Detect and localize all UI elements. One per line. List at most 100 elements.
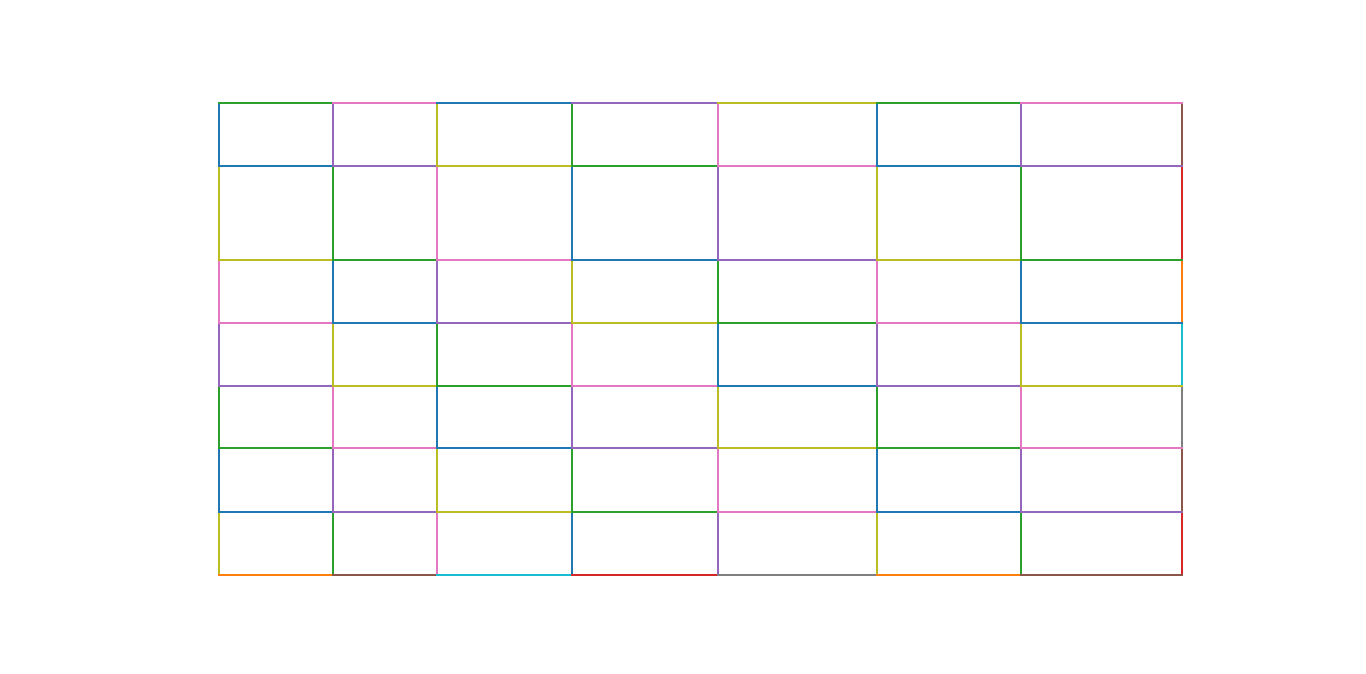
cell-edge-left bbox=[436, 259, 438, 324]
cell-edge-bottom bbox=[218, 574, 334, 576]
cell-edge-left bbox=[1020, 385, 1022, 449]
cell-edge-left bbox=[1020, 447, 1022, 513]
cell-edge-top bbox=[218, 385, 334, 387]
cell-edge-left bbox=[218, 447, 220, 513]
cell-edge-left bbox=[218, 385, 220, 449]
cell-edge-right bbox=[1181, 511, 1183, 576]
cell-edge-top bbox=[717, 259, 878, 261]
cell-edge-left bbox=[436, 447, 438, 513]
cell-edge-bottom bbox=[571, 574, 719, 576]
cell-edge-right bbox=[1181, 165, 1183, 261]
cell-edge-top bbox=[571, 259, 719, 261]
cell-edge-top bbox=[571, 165, 719, 167]
cell-edge-top bbox=[1020, 102, 1183, 104]
cell-edge-bottom bbox=[332, 574, 438, 576]
cell-edge-left bbox=[436, 385, 438, 449]
cell-edge-top bbox=[332, 259, 438, 261]
cell-edge-left bbox=[876, 447, 878, 513]
cell-edge-left bbox=[436, 511, 438, 576]
cell-edge-right bbox=[1181, 102, 1183, 167]
cell-edge-top bbox=[218, 259, 334, 261]
cell-edge-left bbox=[332, 259, 334, 324]
cell-edge-top bbox=[717, 511, 878, 513]
cell-edge-left bbox=[571, 322, 573, 387]
cell-edge-left bbox=[717, 102, 719, 167]
cell-edge-top bbox=[876, 447, 1022, 449]
cell-edge-top bbox=[436, 165, 573, 167]
cell-edge-left bbox=[1020, 511, 1022, 576]
cell-edge-top bbox=[876, 322, 1022, 324]
cell-edge-bottom bbox=[1020, 574, 1183, 576]
cell-edge-top bbox=[218, 165, 334, 167]
cell-edge-top bbox=[1020, 447, 1183, 449]
cell-edge-left bbox=[571, 259, 573, 324]
cell-edge-top bbox=[717, 385, 878, 387]
cell-edge-top bbox=[218, 511, 334, 513]
cell-edge-left bbox=[876, 102, 878, 167]
cell-edge-top bbox=[876, 511, 1022, 513]
cell-edge-top bbox=[876, 165, 1022, 167]
cell-edge-top bbox=[717, 165, 878, 167]
cell-edge-top bbox=[876, 102, 1022, 104]
cell-edge-left bbox=[332, 447, 334, 513]
cell-edge-left bbox=[1020, 102, 1022, 167]
cell-edge-right bbox=[1181, 259, 1183, 324]
cell-edge-top bbox=[332, 165, 438, 167]
cell-edge-top bbox=[332, 322, 438, 324]
cell-edge-top bbox=[717, 447, 878, 449]
cell-edge-left bbox=[218, 322, 220, 387]
cell-edge-top bbox=[332, 511, 438, 513]
cell-edge-top bbox=[436, 259, 573, 261]
cell-edge-left bbox=[218, 165, 220, 261]
cell-edge-left bbox=[571, 165, 573, 261]
cell-edge-left bbox=[876, 385, 878, 449]
cell-edge-top bbox=[571, 322, 719, 324]
cell-edge-top bbox=[1020, 259, 1183, 261]
cell-edge-top bbox=[1020, 165, 1183, 167]
cell-edge-top bbox=[218, 447, 334, 449]
cell-edge-top bbox=[876, 259, 1022, 261]
cell-edge-top bbox=[1020, 385, 1183, 387]
cell-edge-left bbox=[876, 322, 878, 387]
cell-edge-left bbox=[1020, 322, 1022, 387]
cell-edge-top bbox=[571, 447, 719, 449]
cell-edge-left bbox=[717, 165, 719, 261]
cell-edge-right bbox=[1181, 385, 1183, 449]
cell-edge-left bbox=[332, 511, 334, 576]
cell-edge-top bbox=[876, 385, 1022, 387]
cell-edge-left bbox=[571, 385, 573, 449]
cell-edge-top bbox=[571, 385, 719, 387]
cell-edge-bottom bbox=[436, 574, 573, 576]
cell-edge-left bbox=[436, 102, 438, 167]
cell-edge-top bbox=[1020, 511, 1183, 513]
cell-edge-left bbox=[218, 511, 220, 576]
cell-edge-top bbox=[218, 322, 334, 324]
cell-edge-top bbox=[436, 322, 573, 324]
cell-edge-bottom bbox=[717, 574, 878, 576]
cell-edge-right bbox=[1181, 447, 1183, 513]
cell-edge-top bbox=[218, 102, 334, 104]
cell-edge-left bbox=[876, 165, 878, 261]
cell-edge-bottom bbox=[876, 574, 1022, 576]
cell-edge-left bbox=[571, 511, 573, 576]
cell-edge-left bbox=[436, 322, 438, 387]
cell-edge-top bbox=[332, 447, 438, 449]
cell-edge-top bbox=[571, 102, 719, 104]
cell-edge-left bbox=[717, 259, 719, 324]
cell-edge-left bbox=[876, 511, 878, 576]
cell-edge-left bbox=[218, 259, 220, 324]
cell-edge-left bbox=[717, 511, 719, 576]
cell-edge-left bbox=[571, 102, 573, 167]
cell-edge-left bbox=[218, 102, 220, 167]
cell-edge-top bbox=[1020, 322, 1183, 324]
cell-edge-left bbox=[1020, 259, 1022, 324]
cell-edge-left bbox=[717, 322, 719, 387]
cell-edge-left bbox=[332, 385, 334, 449]
cell-edge-top bbox=[332, 102, 438, 104]
cell-edge-top bbox=[571, 511, 719, 513]
cell-edge-top bbox=[436, 447, 573, 449]
cell-edge-left bbox=[332, 322, 334, 387]
cell-edge-top bbox=[436, 102, 573, 104]
cell-edge-left bbox=[332, 102, 334, 167]
